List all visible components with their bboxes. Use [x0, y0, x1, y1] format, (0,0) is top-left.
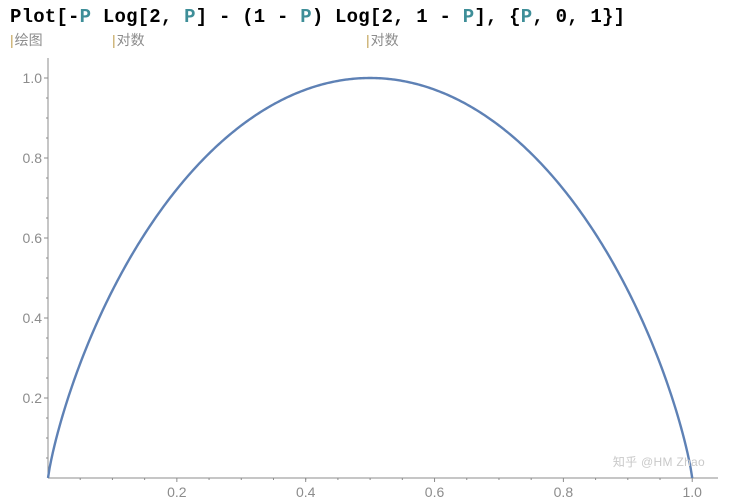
- code-token: [544, 6, 556, 28]
- hint-bar-icon: |: [366, 32, 370, 48]
- y-tick-label: 0.2: [10, 390, 42, 406]
- code-token: P: [521, 6, 533, 28]
- code-token: Plot: [10, 6, 56, 28]
- hint-bar-icon: |: [112, 32, 116, 48]
- code-token: Log: [335, 6, 370, 28]
- code-token: (: [242, 6, 254, 28]
- code-token: [231, 6, 243, 28]
- code-token: 1: [590, 6, 602, 28]
- code-token: [: [370, 6, 382, 28]
- syntax-hint: |对数: [112, 30, 145, 50]
- code-token: 0: [556, 6, 568, 28]
- y-tick-label: 0.4: [10, 310, 42, 326]
- code-token: }: [602, 6, 614, 28]
- x-tick-label: 0.4: [296, 484, 315, 500]
- entropy-plot: 0.20.40.60.81.00.20.40.60.81.0: [48, 58, 718, 478]
- code-token: ): [312, 6, 324, 28]
- code-token: -: [440, 6, 452, 28]
- code-token: [: [138, 6, 150, 28]
- code-token: [289, 6, 301, 28]
- entropy-curve: [48, 78, 692, 478]
- code-token: 2: [381, 6, 393, 28]
- code-token: [173, 6, 185, 28]
- code-token: [207, 6, 219, 28]
- code-token: ]: [614, 6, 626, 28]
- syntax-hint: |绘图: [10, 30, 43, 50]
- code-token: -: [219, 6, 231, 28]
- y-tick-label: 1.0: [10, 70, 42, 86]
- code-token: ]: [196, 6, 208, 28]
- code-token: 1: [416, 6, 428, 28]
- code-token: [405, 6, 417, 28]
- code-token: [265, 6, 277, 28]
- code-token: ,: [161, 6, 173, 28]
- y-tick-label: 0.8: [10, 150, 42, 166]
- code-token: [323, 6, 335, 28]
- code-input-line: Plot[-P Log[2, P] - (1 - P) Log[2, 1 - P…: [10, 6, 625, 28]
- code-token: P: [463, 6, 475, 28]
- hint-bar-icon: |: [10, 32, 14, 48]
- x-tick-label: 0.2: [167, 484, 186, 500]
- code-token: Log: [103, 6, 138, 28]
- code-token: ,: [532, 6, 544, 28]
- code-token: [91, 6, 103, 28]
- plot-svg: [48, 58, 718, 478]
- x-tick-label: 0.8: [554, 484, 573, 500]
- syntax-hint: |对数: [366, 30, 399, 50]
- code-token: [579, 6, 591, 28]
- code-token: ,: [486, 6, 498, 28]
- code-token: P: [184, 6, 196, 28]
- code-token: -: [68, 6, 80, 28]
- code-token: ]: [474, 6, 486, 28]
- code-token: [451, 6, 463, 28]
- code-token: 2: [149, 6, 161, 28]
- x-tick-label: 0.6: [425, 484, 444, 500]
- x-tick-label: 1.0: [682, 484, 701, 500]
- code-token: [498, 6, 510, 28]
- code-token: [: [56, 6, 68, 28]
- hint-label: 绘图: [15, 32, 43, 48]
- code-token: ,: [567, 6, 579, 28]
- code-token: 1: [254, 6, 266, 28]
- y-tick-label: 0.6: [10, 230, 42, 246]
- code-token: -: [277, 6, 289, 28]
- code-token: P: [80, 6, 92, 28]
- code-token: {: [509, 6, 521, 28]
- code-token: ,: [393, 6, 405, 28]
- hint-label: 对数: [371, 32, 399, 48]
- code-token: [428, 6, 440, 28]
- hint-label: 对数: [117, 32, 145, 48]
- code-token: P: [300, 6, 312, 28]
